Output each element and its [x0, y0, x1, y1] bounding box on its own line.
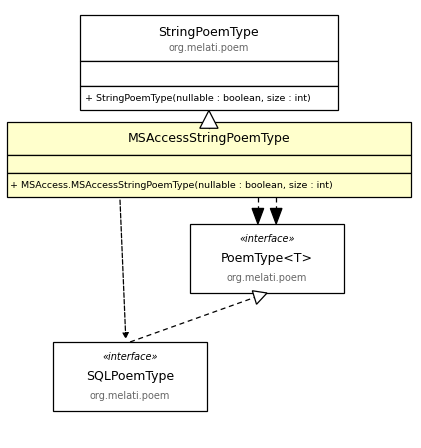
Text: org.melati.poem: org.melati.poem — [227, 273, 307, 283]
Text: org.melati.poem: org.melati.poem — [169, 43, 249, 53]
Polygon shape — [252, 291, 267, 304]
Polygon shape — [252, 208, 264, 224]
Text: SQLPoemType: SQLPoemType — [86, 370, 174, 383]
Bar — [53, 342, 207, 411]
Bar — [7, 155, 411, 173]
Bar — [7, 121, 411, 155]
Text: «interface»: «interface» — [102, 352, 158, 362]
Text: «interface»: «interface» — [239, 234, 295, 244]
Text: + MSAccess.MSAccessStringPoemType(nullable : boolean, size : int): + MSAccess.MSAccessStringPoemType(nullab… — [10, 181, 333, 190]
Polygon shape — [270, 208, 282, 224]
Text: PoemType<T>: PoemType<T> — [221, 252, 313, 265]
Bar — [80, 61, 338, 86]
Text: org.melati.poem: org.melati.poem — [90, 391, 170, 401]
Bar — [80, 15, 338, 61]
Text: MSAccessStringPoemType: MSAccessStringPoemType — [128, 132, 290, 145]
Text: + StringPoemType(nullable : boolean, size : int): + StringPoemType(nullable : boolean, siz… — [85, 94, 311, 103]
Polygon shape — [200, 111, 218, 128]
Bar — [190, 224, 344, 293]
Text: StringPoemType: StringPoemType — [159, 26, 259, 39]
Bar — [7, 173, 411, 197]
Bar — [80, 86, 338, 111]
